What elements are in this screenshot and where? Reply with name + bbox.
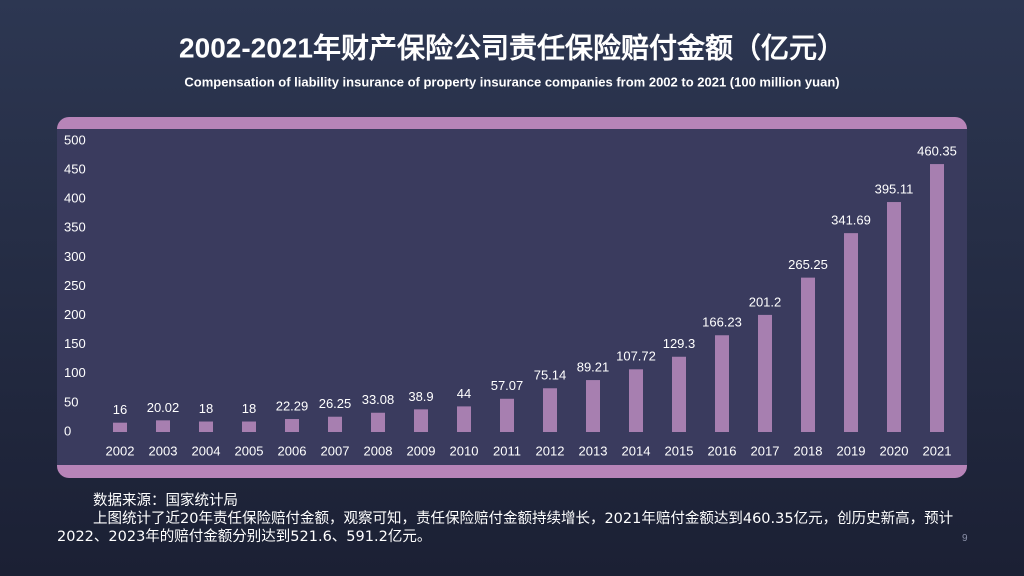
bar — [199, 421, 213, 432]
x-tick-label: 2019 — [837, 443, 866, 458]
bar — [500, 398, 514, 432]
bar — [586, 380, 600, 432]
data-label: 166.23 — [702, 315, 742, 330]
x-tick-label: 2015 — [665, 443, 694, 458]
x-tick-label: 2006 — [278, 443, 307, 458]
data-label: 107.72 — [616, 349, 656, 364]
x-tick-label: 2003 — [149, 443, 178, 458]
y-tick-label: 500 — [64, 132, 86, 147]
bar — [371, 412, 385, 432]
bar — [844, 233, 858, 432]
y-tick-label: 200 — [64, 307, 86, 322]
x-tick-label: 2021 — [923, 443, 952, 458]
page-number: 9 — [962, 533, 968, 544]
data-label: 341.69 — [831, 213, 871, 228]
x-tick-label: 2008 — [364, 443, 393, 458]
x-tick-label: 2012 — [536, 443, 565, 458]
data-label: 33.08 — [362, 392, 395, 407]
x-tick-label: 2011 — [493, 443, 521, 458]
y-tick-label: 350 — [64, 220, 86, 235]
y-tick-label: 400 — [64, 191, 86, 206]
x-tick-label: 2002 — [106, 443, 135, 458]
data-label: 18 — [199, 401, 213, 416]
x-tick-label: 2017 — [751, 443, 780, 458]
bar — [328, 416, 342, 432]
x-tick-label: 2004 — [192, 443, 221, 458]
bar — [801, 277, 815, 432]
data-label: 395.11 — [875, 181, 914, 196]
bar — [930, 164, 944, 432]
data-label: 38.9 — [408, 389, 433, 404]
y-tick-label: 100 — [64, 365, 86, 380]
bar — [113, 422, 127, 432]
chart-title: 2002-2021年财产保险公司责任保险赔付金额（亿元） — [179, 31, 845, 63]
bar — [887, 202, 901, 432]
x-tick-label: 2010 — [450, 443, 479, 458]
bar — [414, 409, 428, 432]
x-tick-label: 2007 — [321, 443, 350, 458]
x-tick-label: 2018 — [794, 443, 823, 458]
y-tick-label: 250 — [64, 278, 86, 293]
data-label: 44 — [457, 386, 471, 401]
x-tick-label: 2013 — [579, 443, 608, 458]
y-tick-label: 150 — [64, 336, 86, 351]
bar — [457, 406, 471, 432]
bar — [285, 419, 299, 432]
y-tick-label: 50 — [64, 394, 78, 409]
x-tick-label: 2020 — [880, 443, 909, 458]
bar — [242, 421, 256, 432]
description: 上图统计了近20年责任保险赔付金额，观察可知，责任保险赔付金额持续增长，2021… — [57, 511, 954, 545]
x-tick-label: 2005 — [235, 443, 264, 458]
y-tick-label: 300 — [64, 249, 86, 264]
text-block: 数据来源：国家统计局 上图统计了近20年责任保险赔付金额，观察可知，责任保险赔付… — [57, 492, 967, 546]
data-label: 265.25 — [788, 257, 828, 272]
bar — [629, 369, 643, 432]
bar — [758, 314, 772, 432]
bar — [715, 335, 729, 432]
data-label: 129.3 — [663, 336, 696, 351]
x-tick-label: 2016 — [708, 443, 737, 458]
data-label: 201.2 — [749, 294, 782, 309]
x-tick-label: 2009 — [407, 443, 436, 458]
data-label: 16 — [113, 402, 127, 417]
data-label: 460.35 — [917, 144, 957, 159]
data-label: 57.07 — [491, 378, 524, 393]
bar — [543, 388, 557, 432]
bar — [156, 420, 170, 432]
data-label: 18 — [242, 401, 256, 416]
x-tick-label: 2014 — [622, 443, 651, 458]
data-label: 89.21 — [577, 360, 610, 375]
y-tick-label: 450 — [64, 162, 86, 177]
y-tick-label: 0 — [64, 423, 71, 438]
source: 数据来源：国家统计局 — [93, 493, 238, 509]
bar — [672, 356, 686, 432]
data-label: 26.25 — [319, 396, 352, 411]
data-label: 75.14 — [534, 368, 567, 383]
chart-subtitle: Compensation of liability insurance of p… — [184, 74, 839, 89]
data-label: 20.02 — [147, 400, 180, 415]
data-label: 22.29 — [276, 398, 309, 413]
